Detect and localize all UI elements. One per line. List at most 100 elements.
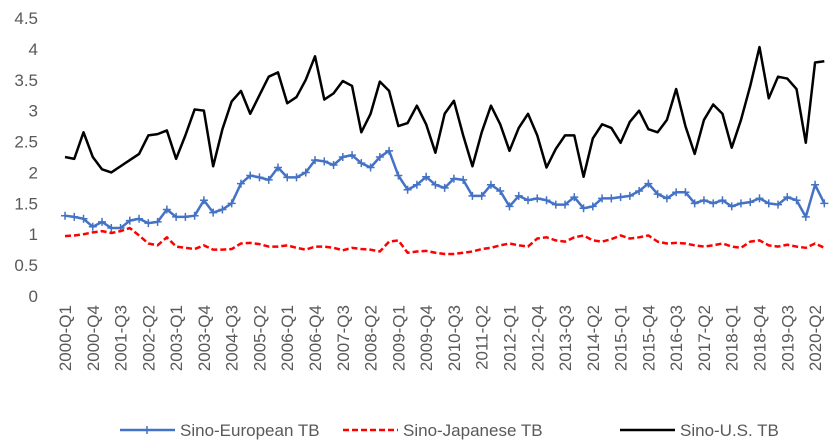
point-marker	[811, 180, 820, 189]
point-marker	[385, 146, 394, 155]
point-marker	[588, 202, 597, 211]
point-marker	[672, 188, 681, 197]
point-marker	[264, 175, 273, 184]
x-tick-label: 2009-Q1	[389, 305, 408, 371]
x-tick-label: 2009-Q4	[417, 305, 436, 371]
point-marker	[505, 202, 514, 211]
point-marker	[570, 193, 579, 202]
x-tick-label: 2003-Q1	[167, 305, 186, 371]
point-marker	[792, 196, 801, 205]
point-marker	[366, 163, 375, 172]
x-tick-label: 2004-Q3	[223, 305, 242, 371]
point-marker	[218, 205, 227, 214]
point-marker	[644, 179, 653, 188]
point-marker	[172, 212, 181, 221]
y-tick-label: 4.5	[14, 9, 38, 28]
x-tick-label: 2013-Q3	[556, 305, 575, 371]
x-tick-label: 2006-Q1	[278, 305, 297, 371]
legend-label: Sino-European TB	[180, 421, 320, 440]
point-marker	[107, 224, 116, 233]
x-tick-label: 2010-Q3	[445, 305, 464, 371]
point-marker	[329, 161, 338, 170]
point-marker	[440, 183, 449, 192]
point-marker	[255, 173, 264, 182]
x-tick-label: 2007-Q3	[334, 305, 353, 371]
point-marker	[246, 171, 255, 180]
point-marker	[755, 194, 764, 203]
point-marker	[375, 153, 384, 161]
y-tick-label: 0	[29, 287, 38, 306]
point-marker	[394, 171, 403, 180]
x-tick-label: 2014-Q2	[584, 305, 603, 371]
series-line	[64, 45, 825, 179]
point-marker	[61, 211, 69, 220]
x-tick-label: 2000-Q1	[56, 305, 75, 371]
x-tick-label: 2003-Q4	[195, 305, 214, 371]
point-marker	[690, 199, 699, 208]
y-tick-label: 3	[29, 102, 38, 121]
x-tick-label: 2018-Q4	[751, 305, 770, 371]
point-marker	[98, 217, 107, 226]
point-marker	[144, 219, 153, 228]
point-marker	[514, 191, 523, 200]
legend-marker	[143, 426, 151, 434]
point-marker	[820, 199, 829, 208]
point-marker	[727, 202, 736, 211]
point-marker	[607, 194, 616, 203]
y-tick-label: 3.5	[14, 71, 38, 90]
point-marker	[357, 159, 366, 168]
point-marker	[320, 157, 329, 166]
legend-label: Sino-Japanese TB	[403, 421, 543, 440]
x-tick-label: 2015-Q1	[612, 305, 631, 371]
x-tick-label: 2002-Q2	[139, 305, 158, 371]
point-marker	[681, 188, 690, 197]
y-tick-label: 1.5	[14, 194, 38, 213]
point-marker	[561, 200, 570, 209]
point-marker	[236, 179, 245, 188]
y-tick-label: 4	[29, 40, 38, 59]
point-marker	[431, 180, 440, 189]
point-marker	[718, 196, 727, 205]
point-marker	[625, 191, 634, 200]
point-marker	[699, 196, 708, 205]
point-marker	[524, 196, 532, 205]
point-marker	[449, 174, 458, 183]
point-marker	[70, 212, 79, 221]
point-marker	[79, 214, 88, 223]
y-tick-label: 1	[29, 225, 38, 244]
x-tick-label: 2018-Q1	[723, 305, 742, 371]
point-marker	[598, 194, 607, 203]
y-tick-label: 2	[29, 163, 38, 182]
y-tick-label: 0.5	[14, 256, 38, 275]
point-marker	[774, 200, 783, 209]
x-tick-label: 2006-Q4	[306, 305, 325, 371]
x-tick-label: 2020-Q2	[806, 305, 825, 371]
point-marker	[412, 180, 421, 189]
point-marker	[783, 193, 792, 202]
x-tick-label: 2012-Q4	[528, 305, 547, 371]
x-tick-label: 2019-Q3	[778, 305, 797, 371]
point-marker	[579, 204, 588, 213]
x-tick-label: 2001-Q3	[112, 305, 131, 371]
point-marker	[209, 208, 218, 217]
point-marker	[736, 199, 745, 208]
point-marker	[709, 199, 718, 208]
point-marker	[162, 205, 171, 214]
x-tick-label: 2011-Q2	[473, 305, 492, 370]
point-marker	[653, 190, 662, 199]
point-marker	[468, 191, 477, 200]
series-line	[64, 226, 825, 256]
x-tick-label: 2015-Q4	[639, 305, 658, 371]
point-marker	[801, 212, 810, 221]
point-marker	[422, 172, 431, 181]
point-marker	[635, 186, 644, 195]
point-marker	[616, 193, 625, 202]
point-marker	[348, 151, 357, 160]
point-marker	[283, 173, 292, 182]
point-marker	[153, 217, 162, 226]
x-tick-label: 2005-Q2	[250, 305, 269, 371]
point-marker	[486, 180, 495, 189]
point-marker	[403, 185, 412, 194]
x-tick-label: 2012-Q1	[500, 305, 519, 371]
